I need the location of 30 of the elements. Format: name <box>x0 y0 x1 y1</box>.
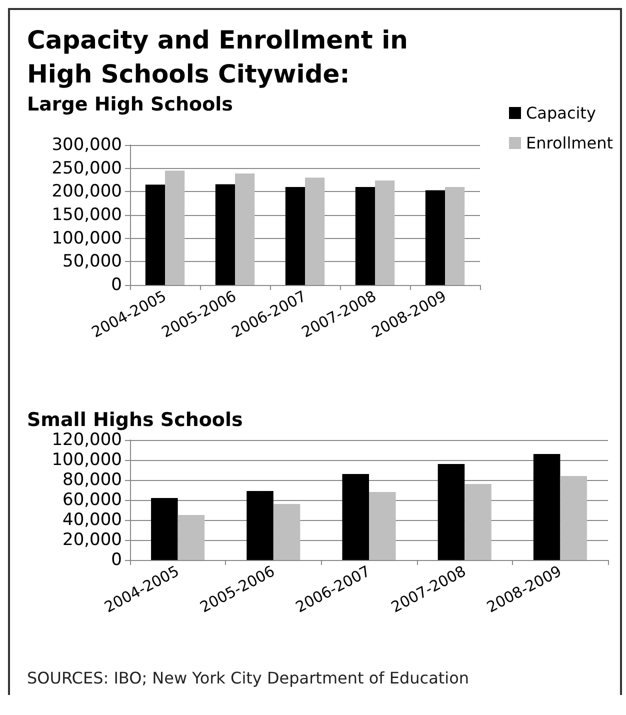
chart-title: Small Highs Schools <box>27 409 243 431</box>
bar <box>273 504 300 560</box>
chart-title: Capacity and Enrollment in High Schools Citywide: <box>27 26 417 88</box>
chart-subtitle: Large High Schools <box>27 94 233 116</box>
bar <box>178 515 205 560</box>
y-tick-label: 50,000 <box>62 252 122 272</box>
y-tick-label: 150,000 <box>52 205 122 225</box>
legend-label: Capacity <box>526 104 596 122</box>
y-tick-label: 100,000 <box>52 450 122 470</box>
source-note: SOURCES: IBO; New York City Department of Education <box>27 668 470 688</box>
bar <box>246 491 274 560</box>
bar <box>342 474 369 560</box>
bar <box>560 476 587 560</box>
bar <box>533 454 560 560</box>
y-tick-label: 40,000 <box>62 510 122 530</box>
y-tick-label: 20,000 <box>62 530 122 550</box>
y-tick-label: 200,000 <box>52 182 122 202</box>
bar <box>369 492 396 560</box>
y-tick-label: 120,000 <box>52 430 122 450</box>
legend-label: Enrollment <box>526 134 613 152</box>
bar <box>151 498 178 560</box>
y-tick-label: 60,000 <box>62 490 122 510</box>
y-tick-label: 250,000 <box>52 158 122 178</box>
y-tick-label: 80,000 <box>62 470 122 490</box>
y-tick-label: 100,000 <box>52 228 122 248</box>
y-tick-label: 0 <box>111 550 122 570</box>
y-tick-label: 0 <box>111 275 122 295</box>
bar <box>464 484 492 560</box>
y-tick-label: 300,000 <box>52 135 122 155</box>
bar <box>438 464 465 560</box>
